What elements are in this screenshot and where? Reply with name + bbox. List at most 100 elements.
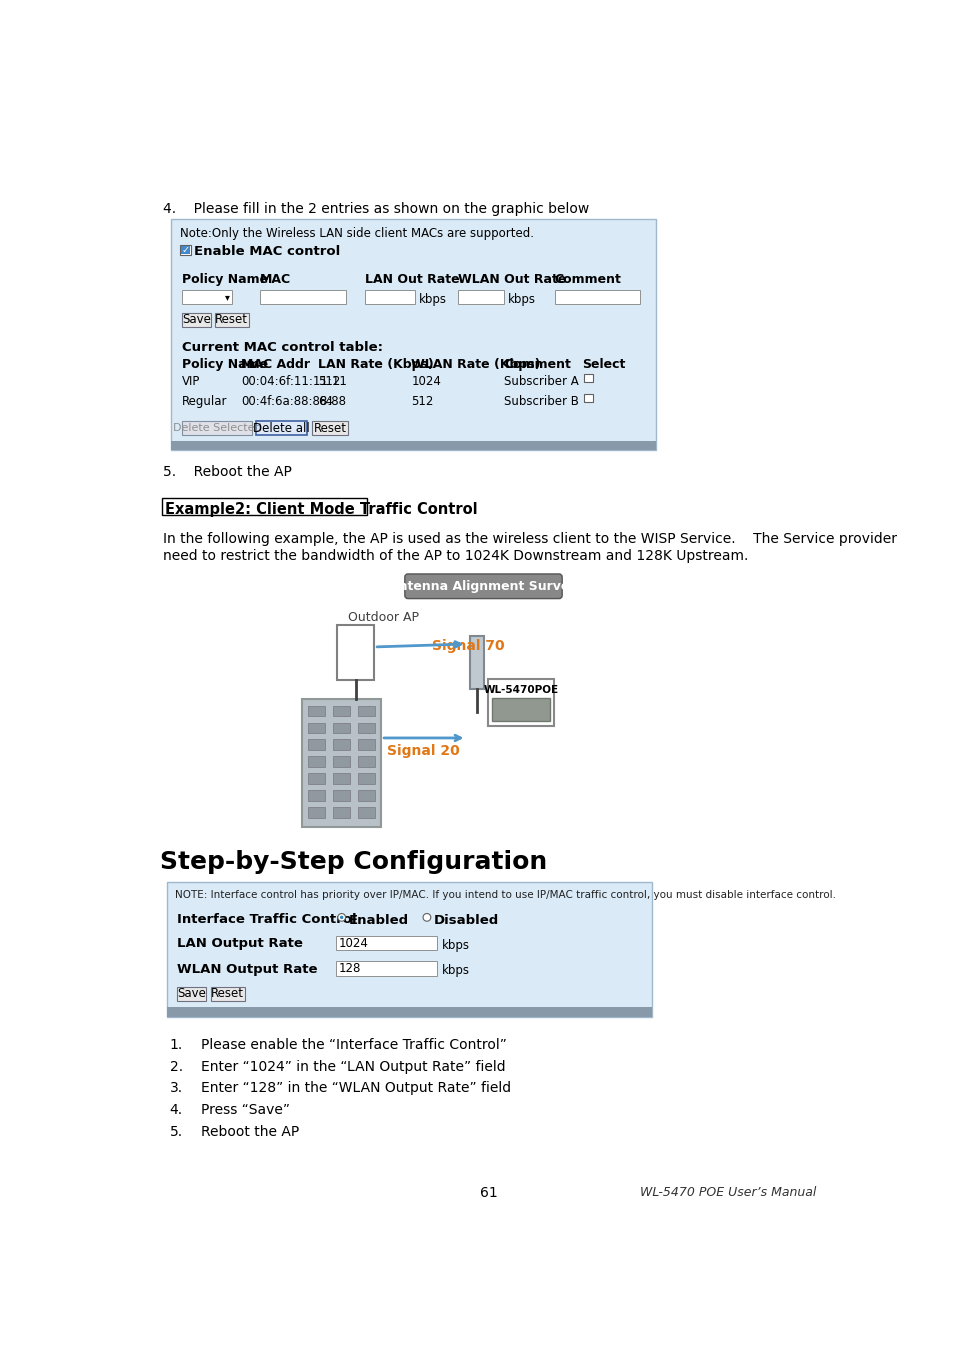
Bar	[333, 774, 350, 784]
Text: Save: Save	[176, 987, 206, 1000]
Text: Delete Selected: Delete Selected	[172, 423, 261, 433]
Text: Select: Select	[581, 358, 624, 371]
Bar	[171, 219, 655, 450]
Text: Subscriber B: Subscriber B	[504, 394, 578, 408]
Bar	[333, 756, 350, 767]
Bar	[492, 698, 550, 721]
Bar	[167, 1007, 651, 1017]
Bar	[162, 498, 367, 516]
Text: kbps: kbps	[418, 293, 447, 306]
Bar	[176, 987, 206, 1000]
Text: Reboot the AP: Reboot the AP	[200, 1125, 298, 1138]
Bar	[211, 987, 245, 1000]
Text: LAN Output Rate: LAN Output Rate	[176, 937, 302, 950]
FancyBboxPatch shape	[404, 574, 561, 598]
Text: 3.: 3.	[170, 1081, 183, 1095]
Bar	[308, 706, 325, 717]
Circle shape	[422, 914, 431, 921]
Text: WLAN Output Rate: WLAN Output Rate	[176, 963, 316, 976]
Text: NOTE: Interface control has priority over IP/MAC. If you intend to use IP/MAC tr: NOTE: Interface control has priority ove…	[174, 890, 835, 899]
Bar	[457, 290, 504, 305]
Bar	[333, 740, 350, 751]
Bar	[333, 807, 350, 818]
Text: ▾: ▾	[224, 292, 229, 302]
Bar	[583, 394, 592, 402]
Text: 5.    Reboot the AP: 5. Reboot the AP	[163, 466, 292, 479]
Text: Enable MAC control: Enable MAC control	[194, 246, 340, 258]
Bar	[308, 774, 325, 784]
Bar	[182, 421, 252, 435]
Text: Enter “1024” in the “LAN Output Rate” field: Enter “1024” in the “LAN Output Rate” fi…	[200, 1060, 505, 1073]
Bar	[488, 679, 554, 726]
Bar	[167, 882, 651, 1017]
Text: 1024: 1024	[411, 374, 441, 387]
Bar	[181, 246, 190, 254]
Text: Reset: Reset	[214, 313, 248, 327]
Text: need to restrict the bandwidth of the AP to 1024K Downstream and 128K Upstream.: need to restrict the bandwidth of the AP…	[163, 549, 748, 563]
Text: 512: 512	[411, 394, 434, 408]
Bar	[214, 313, 249, 327]
Text: Disabled: Disabled	[434, 914, 498, 926]
Bar	[335, 936, 436, 950]
Text: Press “Save”: Press “Save”	[200, 1103, 290, 1116]
Text: WL-5470POE: WL-5470POE	[483, 684, 558, 695]
Bar	[357, 807, 375, 818]
Text: ✓: ✓	[181, 246, 190, 255]
Text: 1024: 1024	[338, 937, 368, 949]
Text: 1.: 1.	[170, 1038, 183, 1052]
Text: 4.    Please fill in the 2 entries as shown on the graphic below: 4. Please fill in the 2 entries as shown…	[163, 202, 589, 216]
Bar	[333, 706, 350, 717]
Bar	[365, 290, 415, 305]
Text: Outdoor AP: Outdoor AP	[348, 612, 418, 624]
Text: WLAN Out Rate: WLAN Out Rate	[457, 273, 566, 286]
Text: In the following example, the AP is used as the wireless client to the WISP Serv: In the following example, the AP is used…	[163, 532, 897, 547]
Bar	[308, 722, 325, 733]
Bar	[308, 790, 325, 801]
Text: Subscriber A: Subscriber A	[504, 374, 578, 387]
Text: MAC: MAC	[260, 273, 291, 286]
Text: 00:4f:6a:88:88:88: 00:4f:6a:88:88:88	[241, 394, 346, 408]
Bar	[308, 807, 325, 818]
Bar	[583, 374, 592, 382]
Bar	[357, 722, 375, 733]
Circle shape	[339, 915, 343, 919]
Bar	[182, 290, 233, 305]
Text: Please enable the “Interface Traffic Control”: Please enable the “Interface Traffic Con…	[200, 1038, 506, 1052]
Bar	[171, 440, 655, 450]
Bar	[333, 790, 350, 801]
Bar	[308, 740, 325, 751]
Text: 00:04:6f:11:11:11: 00:04:6f:11:11:11	[241, 374, 347, 387]
Text: Policy Name: Policy Name	[182, 358, 268, 371]
Bar	[333, 722, 350, 733]
Text: Step-by-Step Configuration: Step-by-Step Configuration	[159, 849, 546, 873]
Text: Note:Only the Wireless LAN side client MACs are supported.: Note:Only the Wireless LAN side client M…	[180, 227, 534, 240]
Text: 5.: 5.	[170, 1125, 183, 1138]
Text: Antenna Alignment Survey: Antenna Alignment Survey	[389, 579, 578, 593]
Text: Signal 70: Signal 70	[432, 640, 504, 653]
Circle shape	[337, 914, 345, 921]
Text: Example2: Client Mode Traffic Control: Example2: Client Mode Traffic Control	[165, 502, 477, 517]
Text: 61: 61	[479, 1187, 497, 1200]
Text: LAN Out Rate: LAN Out Rate	[365, 273, 459, 286]
Text: 64: 64	[318, 394, 334, 408]
Bar	[180, 246, 191, 255]
Text: Reset: Reset	[211, 987, 244, 1000]
Text: Delete all: Delete all	[253, 421, 310, 435]
Text: Policy Name: Policy Name	[182, 273, 268, 286]
Bar	[182, 313, 212, 327]
Text: 512: 512	[318, 374, 340, 387]
Text: kbps: kbps	[441, 940, 469, 952]
Bar	[302, 699, 381, 826]
Text: 128: 128	[338, 963, 360, 975]
Bar	[312, 421, 348, 435]
Text: Regular: Regular	[182, 394, 227, 408]
Bar	[357, 756, 375, 767]
Text: Save: Save	[182, 313, 211, 327]
Text: LAN Rate (Kbps): LAN Rate (Kbps)	[318, 358, 434, 371]
Text: Interface Traffic Control: Interface Traffic Control	[176, 913, 355, 926]
Bar	[357, 774, 375, 784]
Text: Reset: Reset	[314, 421, 346, 435]
Bar	[256, 421, 307, 435]
Bar	[555, 290, 639, 305]
Text: Signal 20: Signal 20	[387, 744, 459, 759]
